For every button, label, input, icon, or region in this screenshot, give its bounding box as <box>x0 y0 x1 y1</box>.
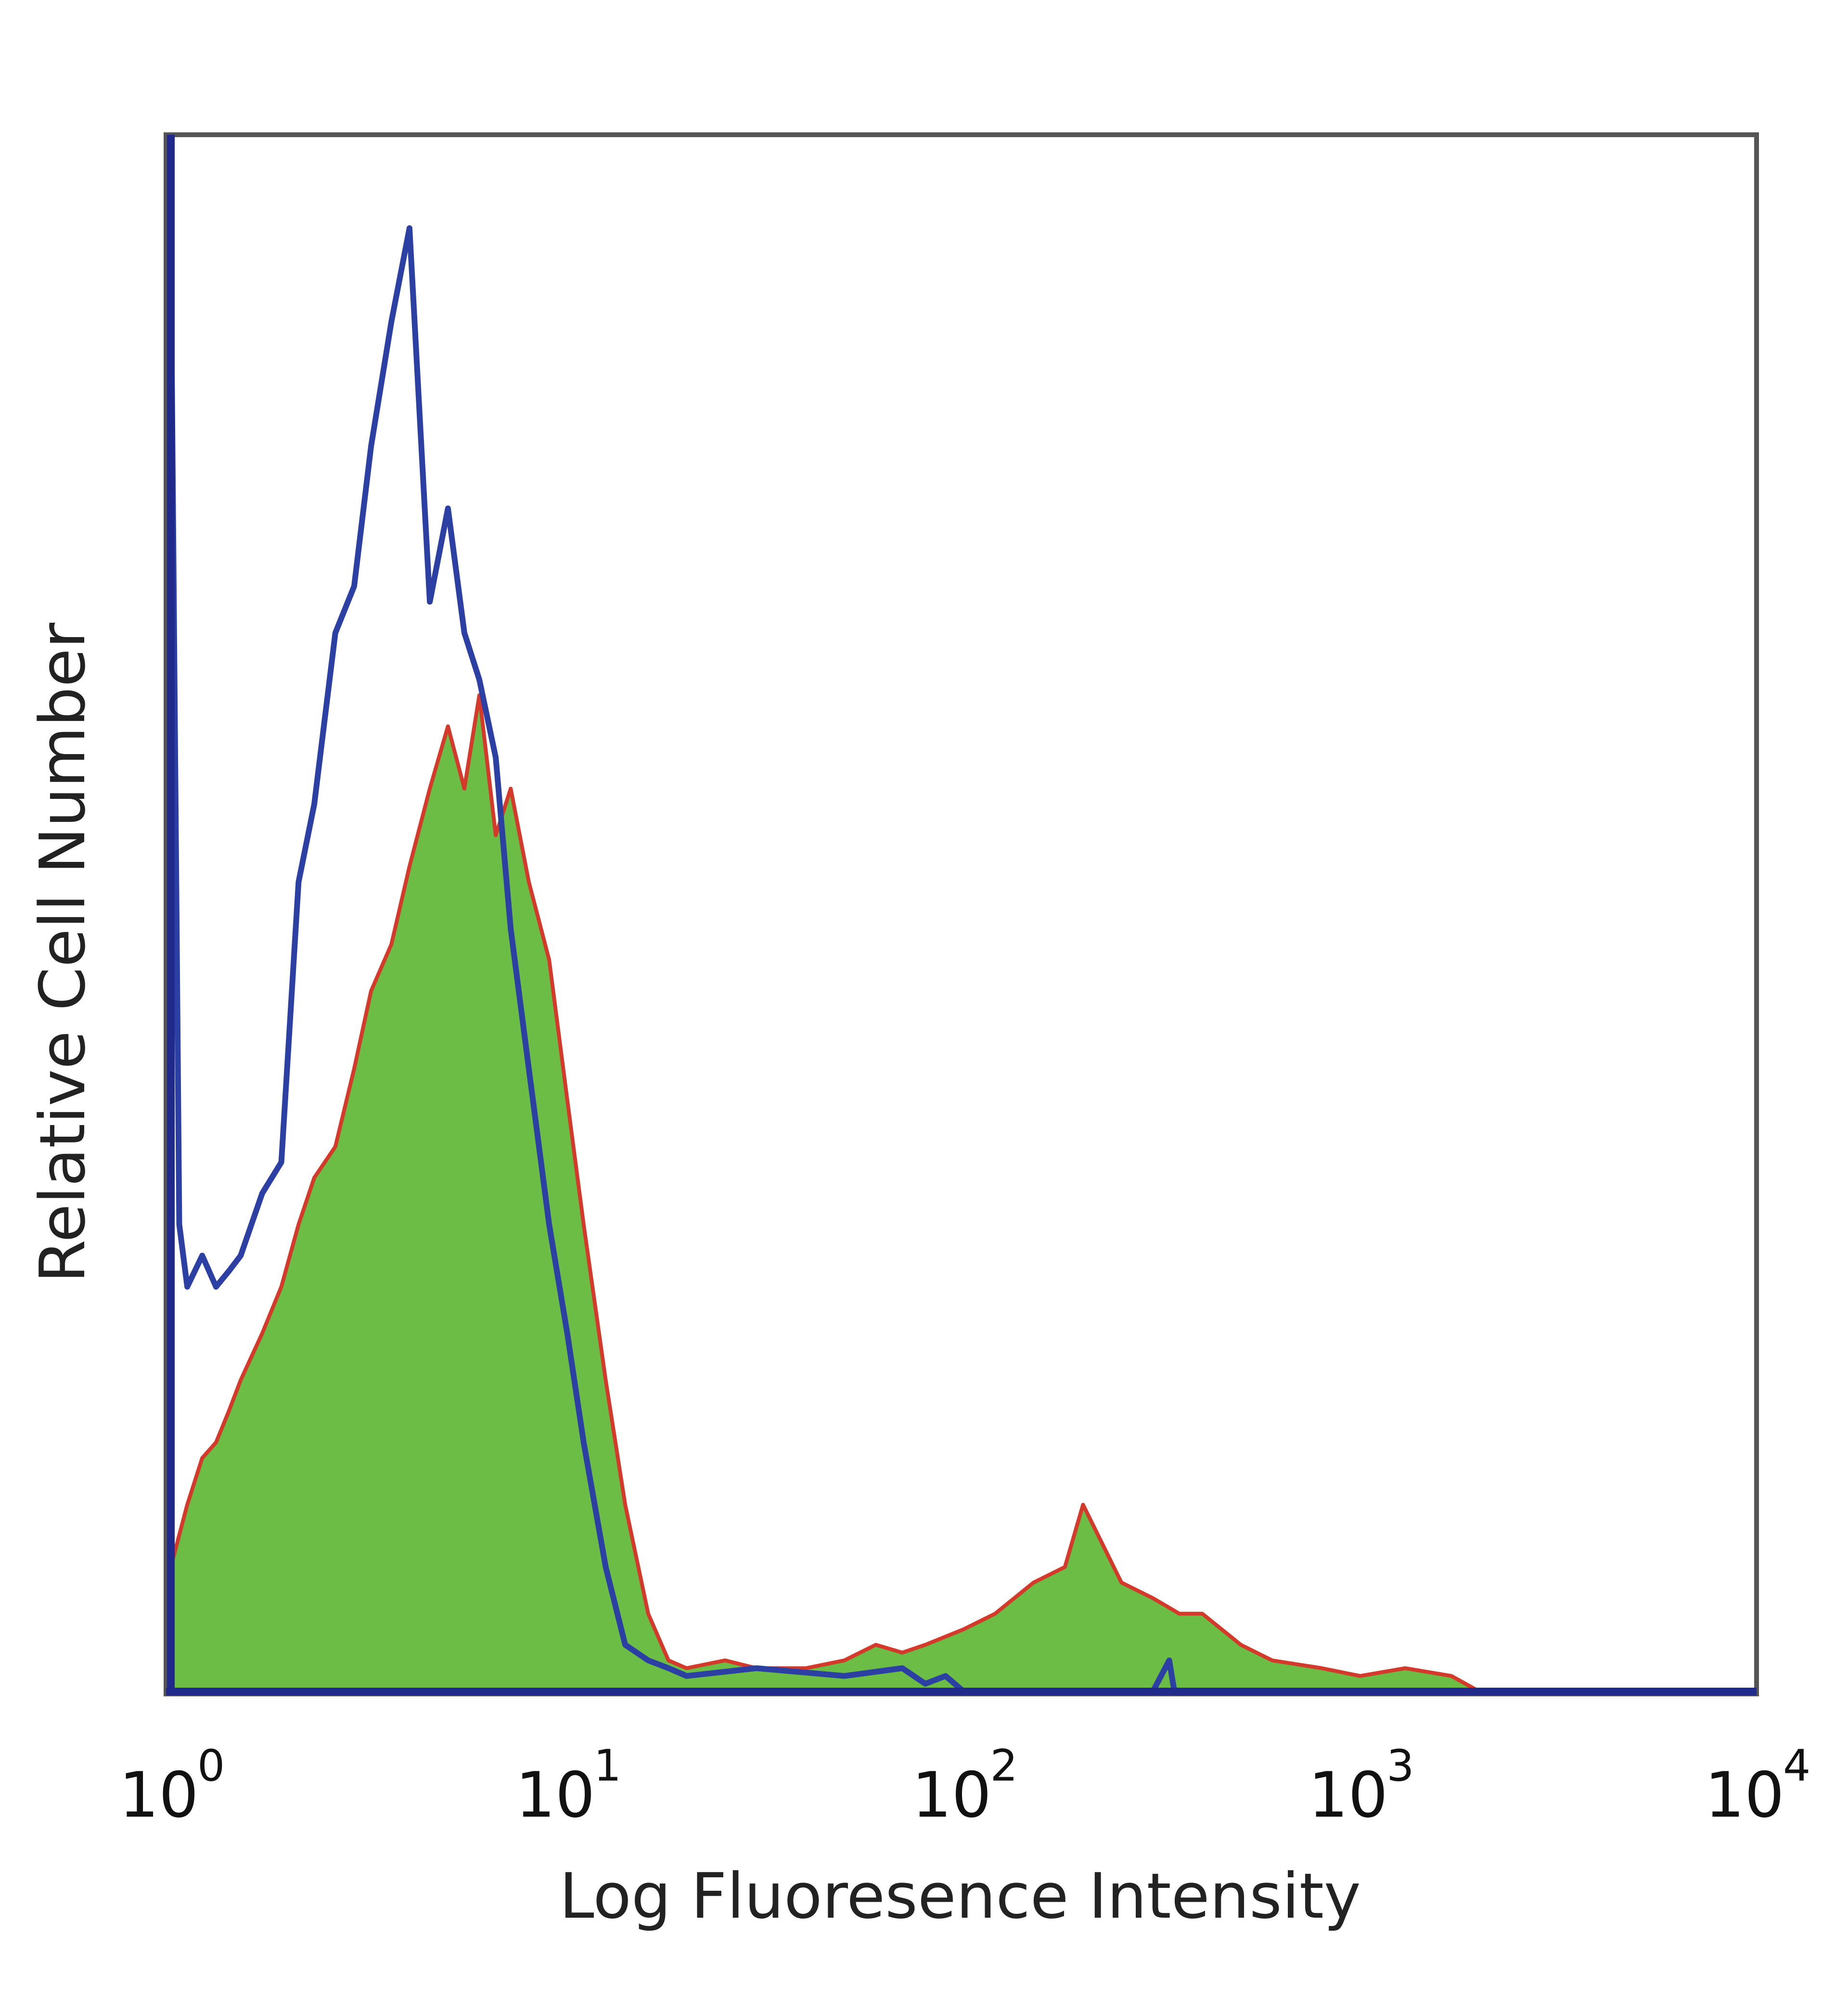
x-tick-exponent-4: 4 <box>1783 1741 1810 1791</box>
histogram-fill-series-1 <box>171 695 1480 1692</box>
y-axis-title: Relative Cell Number <box>26 622 99 1283</box>
x-tick-exponent-2: 2 <box>990 1741 1018 1791</box>
x-tick-exponent-0: 0 <box>197 1741 225 1791</box>
x-tick-label-1: 10 <box>515 1758 595 1832</box>
x-tick-label-4: 10 <box>1705 1758 1784 1832</box>
plot-marks <box>168 225 1757 1694</box>
x-axis-title: Log Fluoresence Intensity <box>559 1859 1361 1933</box>
x-tick-exponent-1: 1 <box>594 1741 621 1791</box>
x-tick-label-0: 10 <box>119 1758 198 1832</box>
x-tick-labels: 100 101 102 103 104 <box>119 1741 1810 1832</box>
x-tick-exponent-3: 3 <box>1386 1741 1414 1791</box>
x-tick-label-3: 10 <box>1309 1758 1388 1832</box>
histogram-outline-series-1 <box>169 693 1481 1693</box>
x-tick-label-2: 10 <box>912 1758 991 1832</box>
